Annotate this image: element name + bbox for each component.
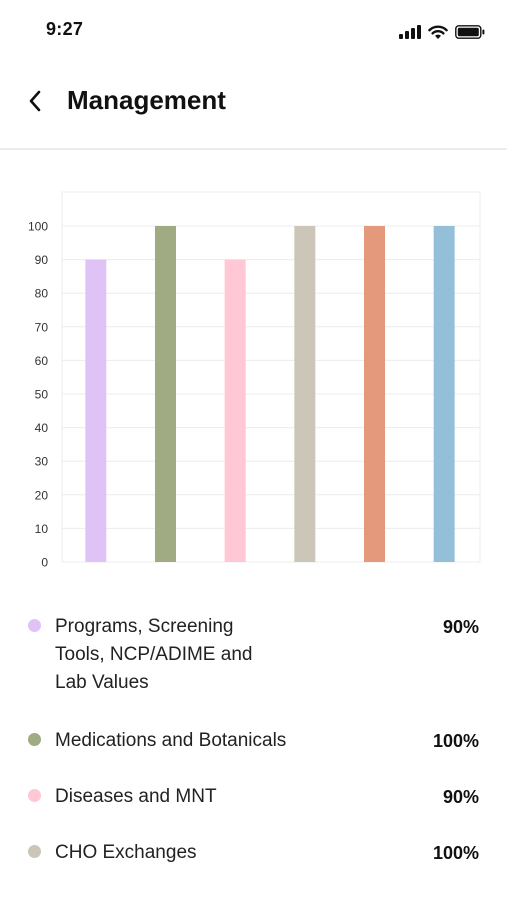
bar — [224, 259, 246, 562]
y-tick-label: 20 — [35, 488, 49, 502]
legend-value: 90% — [442, 617, 479, 637]
status-icons — [399, 22, 485, 42]
chevron-left-icon — [29, 90, 41, 112]
bar — [155, 226, 176, 562]
y-tick-label: 50 — [35, 388, 49, 402]
legend-value: 90% — [442, 787, 479, 807]
legend-label: Programs, Screening Tools, NCP/ADIME and L… — [55, 613, 252, 697]
bar — [364, 226, 385, 562]
bar — [85, 259, 107, 562]
bar-chart: 0 10 20 30 40 50 60 70 80 90 100 — [0, 180, 507, 580]
legend-label-line: Tools, NCP/ADIME and — [55, 644, 253, 665]
legend-value: 100% — [433, 895, 479, 900]
header: Management — [0, 70, 507, 150]
y-tick-label: 40 — [35, 421, 49, 435]
y-tick-label: 100 — [28, 220, 48, 234]
status-time: 9:27 — [46, 19, 84, 39]
legend-label-line: Programs, Screening — [55, 616, 234, 637]
y-tick-label: 80 — [35, 287, 49, 301]
battery-icon — [455, 25, 485, 39]
legend-value: 100% — [432, 843, 479, 863]
legend-label-line: Lab Values — [55, 672, 149, 693]
legend-label-line: Medications and Botanicals — [55, 730, 287, 751]
legend-color-dot — [28, 845, 41, 858]
legend-label: Enteral/ Parenteral and — [55, 895, 250, 900]
bar — [433, 226, 455, 562]
legend-label: Diseases and MNT — [55, 783, 217, 811]
legend-color-dot — [28, 619, 41, 632]
legend-label: Medications and Botanicals — [55, 727, 286, 755]
y-tick-label: 10 — [35, 522, 49, 536]
cellular-signal-icon — [399, 25, 421, 39]
y-tick-label: 60 — [35, 354, 49, 368]
legend-color-dot — [28, 733, 41, 746]
legend-label: CHO Exchanges — [55, 839, 197, 867]
page-title: Management — [67, 85, 226, 115]
y-tick-label: 90 — [35, 253, 49, 267]
legend-label-line: Enteral/ Parenteral and — [55, 895, 250, 900]
legend-label-line: Diseases and MNT — [55, 786, 217, 807]
y-tick-label: 70 — [35, 320, 49, 334]
wifi-icon — [428, 25, 448, 39]
legend-value: 100% — [432, 731, 479, 751]
chart-frame — [61, 191, 481, 563]
bar — [294, 226, 316, 562]
bar-chart-svg: 0 10 20 30 40 50 60 70 80 90 100 — [28, 191, 481, 570]
y-tick-label: 30 — [35, 455, 49, 469]
y-tick-label: 0 — [41, 556, 48, 570]
legend-label-line: CHO Exchanges — [55, 842, 197, 863]
status-bar: 9:27 — [0, 0, 507, 60]
legend-color-dot — [28, 789, 41, 802]
back-button[interactable] — [20, 86, 50, 116]
